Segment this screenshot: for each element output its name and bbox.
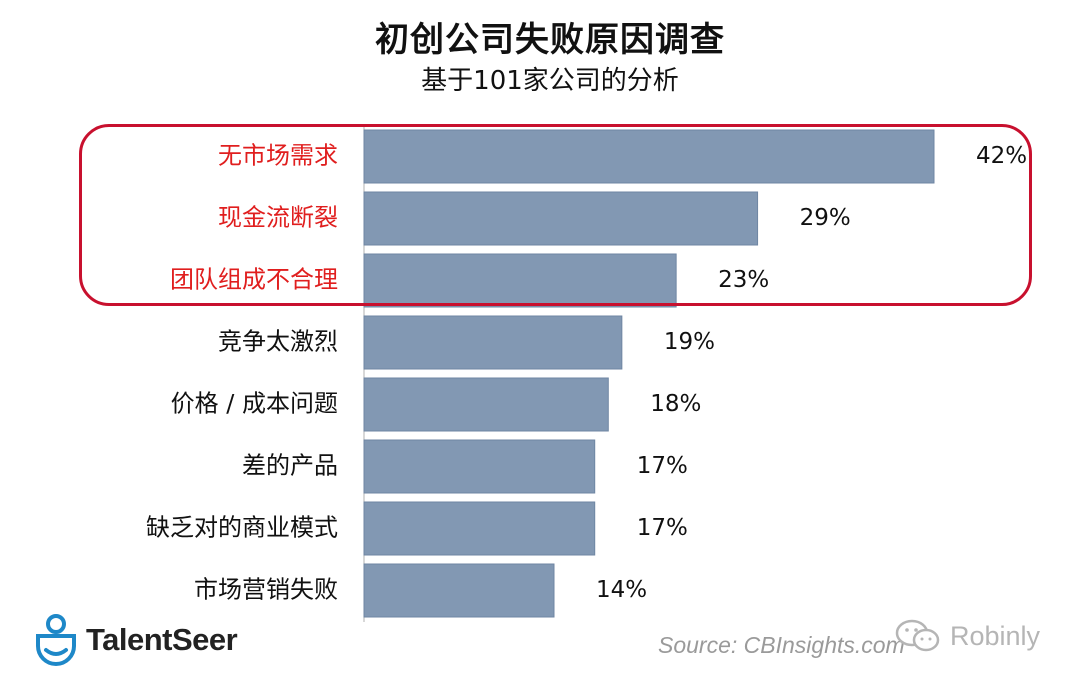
value-label: 17% bbox=[637, 453, 688, 479]
source-note: Source: CBInsights.com bbox=[658, 632, 905, 658]
category-label: 无市场需求 bbox=[218, 142, 338, 170]
category-label: 缺乏对的商业模式 bbox=[146, 514, 338, 542]
category-label: 价格 / 成本问题 bbox=[171, 390, 338, 418]
bar bbox=[363, 377, 609, 432]
talentseer-brand: TalentSeer bbox=[86, 622, 238, 657]
value-label: 18% bbox=[650, 391, 701, 417]
category-label: 市场营销失败 bbox=[194, 576, 338, 604]
talentseer-person-icon bbox=[36, 614, 76, 666]
category-label: 差的产品 bbox=[242, 452, 338, 480]
talentseer-logo: TalentSeer bbox=[34, 614, 238, 666]
bar bbox=[363, 501, 596, 556]
bar bbox=[363, 191, 759, 246]
wechat-icon bbox=[895, 619, 940, 652]
value-label: 29% bbox=[800, 205, 851, 231]
robinly-brand: Robinly bbox=[950, 620, 1041, 651]
value-label: 19% bbox=[664, 329, 715, 355]
value-label: 14% bbox=[596, 577, 647, 603]
bar bbox=[363, 253, 677, 308]
category-label: 现金流断裂 bbox=[218, 204, 338, 232]
category-label: 团队组成不合理 bbox=[170, 266, 338, 294]
value-label: 23% bbox=[718, 267, 769, 293]
category-label: 竞争太激烈 bbox=[218, 328, 338, 356]
chart-title: 初创公司失败原因调查 bbox=[375, 20, 725, 60]
value-label: 17% bbox=[637, 515, 688, 541]
robinly-logo: Robinly bbox=[894, 618, 1040, 654]
bar bbox=[363, 129, 935, 184]
bar bbox=[363, 315, 623, 370]
value-labels-group: 42%29%23%19%18%17%17%14% bbox=[596, 143, 1027, 603]
bars-group bbox=[363, 129, 935, 618]
highlight-box bbox=[79, 124, 1032, 306]
bar bbox=[363, 439, 596, 494]
bar bbox=[363, 563, 555, 618]
chart-subtitle: 基于101家公司的分析 bbox=[421, 66, 679, 96]
